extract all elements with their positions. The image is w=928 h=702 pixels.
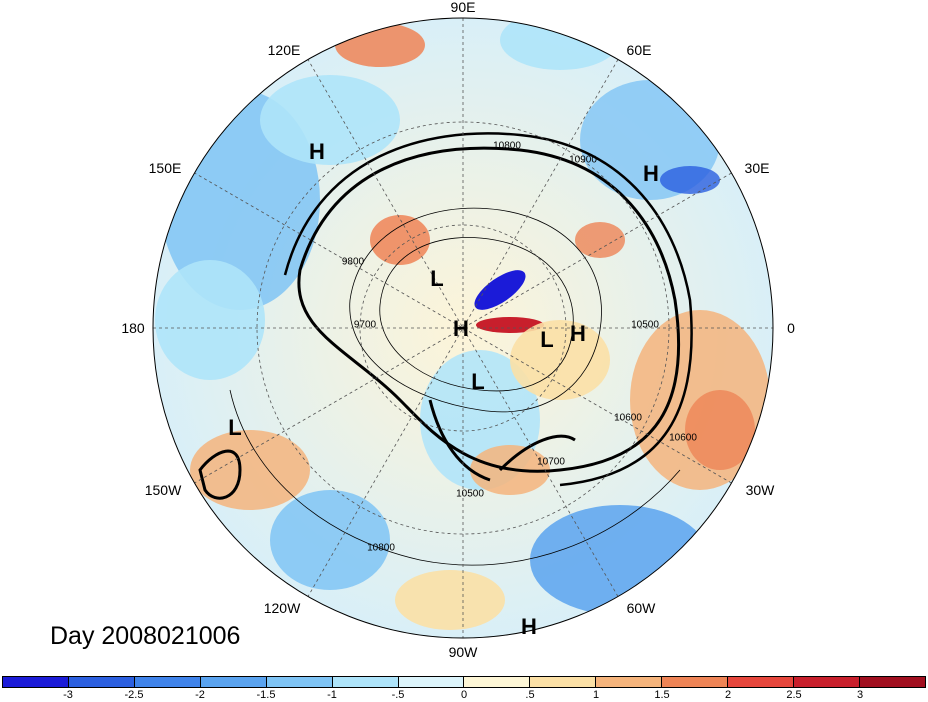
colorbar-swatch	[662, 677, 729, 687]
colorbar-tick-label: -2.5	[124, 689, 144, 701]
colorbar-swatch	[596, 677, 663, 687]
colorbar-swatch	[332, 677, 399, 687]
colorbar-swatch	[859, 677, 925, 687]
low-pressure-marker: L	[471, 369, 485, 394]
low-pressure-marker: L	[430, 266, 444, 291]
high-pressure-marker: H	[453, 316, 469, 341]
colorbar-swatch	[200, 677, 267, 687]
colorbar-swatch	[530, 677, 597, 687]
high-pressure-marker: H	[309, 139, 325, 164]
contour-label: 10500	[631, 319, 659, 331]
lon-label-120w: 120W	[263, 600, 301, 616]
high-pressure-marker: H	[570, 321, 586, 346]
contour-label: 9700	[353, 319, 377, 331]
contour-label: 10900	[569, 154, 597, 166]
lon-label-150w: 150W	[144, 482, 182, 498]
contour-label: 10800	[367, 542, 395, 554]
contour-label: 10500	[456, 488, 484, 500]
lon-label-60w: 60W	[626, 600, 656, 616]
colorbar	[2, 676, 926, 688]
colorbar-tick-label: -1	[327, 689, 337, 701]
colorbar-tick-label: 1	[592, 689, 600, 701]
lon-label-60e: 60E	[626, 42, 652, 58]
contour-label: 9800	[341, 256, 365, 268]
contour-label: 10600	[669, 432, 697, 444]
contour-label: 10700	[537, 456, 565, 468]
lon-label-180: 180	[121, 320, 145, 336]
colorbar-tick-label: 3	[856, 689, 864, 701]
graticule	[153, 18, 773, 638]
date-label: Day 2008021006	[50, 622, 241, 650]
colorbar-tick-label: 2	[724, 689, 732, 701]
height-contours	[198, 132, 693, 566]
colorbar-swatch	[134, 677, 201, 687]
lon-label-30e: 30E	[744, 160, 770, 176]
colorbar-tick-label: -.5	[391, 689, 405, 701]
lon-label-90e: 90E	[450, 0, 476, 15]
colorbar-tick-label: 0	[460, 689, 468, 701]
colorbar-tick-label: .5	[525, 689, 535, 701]
colorbar-swatch	[794, 677, 860, 687]
map-boundary	[152, 17, 774, 639]
colorbar-tick-label: -3	[63, 689, 73, 701]
contour-label: 10600	[614, 412, 642, 424]
colorbar-tick-label: 2.5	[786, 689, 802, 701]
lon-label-150e: 150E	[148, 160, 182, 176]
contour-label: 10800	[493, 140, 521, 152]
colorbar-swatch	[398, 677, 465, 687]
colorbar-swatch	[728, 677, 795, 687]
colorbar-swatch	[3, 677, 69, 687]
colorbar-swatch	[68, 677, 135, 687]
lon-label-0: 0	[787, 320, 795, 336]
lon-label-120e: 120E	[267, 42, 301, 58]
colorbar-tick-label: 1.5	[654, 689, 670, 701]
high-pressure-marker: H	[521, 614, 537, 639]
colorbar-tick-label: -1.5	[256, 689, 276, 701]
lon-label-30w: 30W	[745, 482, 775, 498]
colorbar-tick-label: -2	[195, 689, 205, 701]
low-pressure-marker: L	[540, 327, 554, 352]
low-pressure-marker: L	[228, 415, 242, 440]
colorbar-swatch	[464, 677, 531, 687]
lon-label-90w: 90W	[448, 644, 478, 660]
colorbar-swatch	[266, 677, 333, 687]
high-pressure-marker: H	[643, 161, 659, 186]
